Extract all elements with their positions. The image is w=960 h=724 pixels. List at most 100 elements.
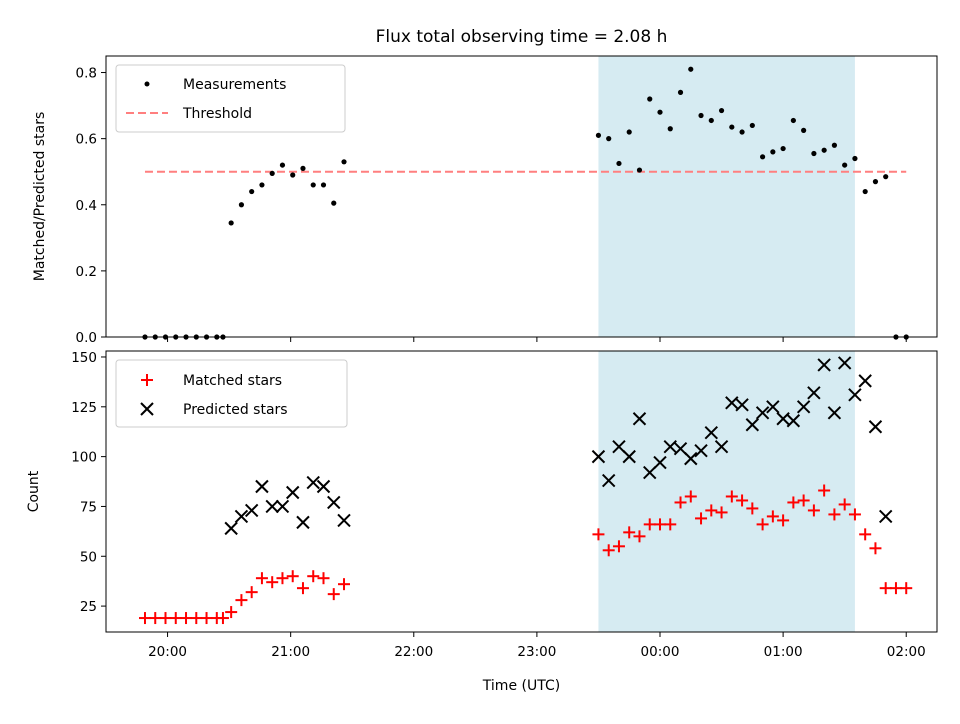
- measurement-point: [872, 179, 879, 185]
- matched-star-marker: [317, 572, 330, 585]
- measurement-point: [811, 150, 817, 157]
- top-ytick-label: 0.4: [76, 198, 97, 214]
- measurement-point: [657, 109, 663, 115]
- predicted-star-marker: [632, 412, 647, 426]
- matched-star-marker: [838, 498, 851, 511]
- matched-star-marker: [266, 576, 279, 589]
- predicted-star-marker: [786, 414, 801, 428]
- measurement-point: [739, 129, 745, 135]
- measurement-point: [320, 182, 327, 188]
- predicted-star-marker: [837, 356, 852, 370]
- measurement-point: [770, 149, 776, 155]
- bottom-y-ticks: 25 50 75 100 125 150: [71, 350, 106, 615]
- measurement-point: [616, 160, 622, 167]
- predicted-star-marker: [612, 439, 626, 454]
- legend-predicted-marker: [140, 402, 154, 416]
- matched-star-marker: [138, 612, 151, 625]
- matched-star-marker: [327, 588, 340, 601]
- predicted-star-marker: [327, 495, 341, 510]
- matched-star-marker: [736, 494, 749, 507]
- matched-star-marker: [879, 582, 892, 595]
- matched-star-marker: [705, 504, 718, 517]
- top-y-ticks: 0.0 0.2 0.4 0.6 0.8: [76, 66, 106, 346]
- matched-star-marker: [859, 528, 872, 541]
- matched-star-marker: [190, 612, 203, 625]
- matched-star-marker: [623, 526, 636, 539]
- bottom-xtick-label: 21:00: [271, 644, 310, 660]
- measurement-point: [259, 182, 265, 188]
- measurement-point: [300, 165, 306, 171]
- matched-star-marker: [756, 518, 769, 531]
- matched-star-marker: [684, 490, 697, 503]
- measurement-point: [238, 202, 245, 208]
- matched-star-marker: [255, 572, 268, 585]
- matched-star-marker: [592, 528, 605, 541]
- matched-star-marker: [715, 506, 728, 519]
- matched-star-marker: [777, 514, 790, 527]
- predicted-stars-points: [224, 356, 893, 536]
- matched-star-marker: [643, 518, 656, 531]
- matched-star-marker: [307, 570, 320, 583]
- predicted-star-marker: [337, 513, 351, 528]
- predicted-star-marker: [745, 418, 760, 432]
- measurement-point: [636, 167, 643, 173]
- top-panel: 0.0 0.2 0.4 0.6 0.8 Flux total observing tim…: [32, 27, 938, 346]
- bottom-xtick-label: 00:00: [641, 644, 680, 660]
- matched-star-marker: [869, 542, 882, 555]
- matched-stars-points: [138, 484, 913, 625]
- predicted-star-marker: [673, 441, 688, 456]
- matched-star-marker: [848, 508, 861, 521]
- predicted-star-marker: [858, 374, 872, 388]
- matched-star-marker: [664, 518, 677, 531]
- bottom-ytick-label: 25: [80, 599, 97, 615]
- measurement-point: [249, 188, 255, 195]
- matched-star-marker: [900, 582, 913, 595]
- measurement-point: [688, 66, 694, 72]
- predicted-star-marker: [296, 515, 310, 530]
- top-ytick-label: 0.2: [76, 264, 97, 280]
- predicted-star-marker: [714, 439, 729, 454]
- predicted-star-marker: [316, 479, 331, 494]
- legend-threshold-label: Threshold: [182, 106, 252, 122]
- measurement-point: [606, 136, 612, 142]
- top-legend-box: [115, 64, 346, 133]
- bottom-shaded-span: [598, 351, 855, 632]
- predicted-star-marker: [622, 449, 636, 464]
- predicted-star-marker: [684, 451, 698, 466]
- top-title: Flux total observing time = 2.08 h: [376, 27, 668, 47]
- bottom-xtick-label: 01:00: [764, 644, 803, 660]
- measurement-point: [729, 124, 735, 130]
- predicted-star-marker: [591, 449, 606, 464]
- bottom-xtick-label: 23:00: [517, 644, 556, 660]
- measurement-point: [341, 159, 347, 165]
- bottom-axes-frame: [105, 350, 938, 633]
- measurement-point: [667, 126, 673, 132]
- bottom-ytick-label: 150: [71, 350, 97, 366]
- matched-star-marker: [225, 606, 238, 619]
- bottom-ytick-label: 50: [80, 549, 97, 565]
- matched-star-marker: [674, 496, 687, 509]
- legend-matched-marker: [141, 374, 153, 386]
- bottom-ytick-label: 75: [80, 499, 97, 515]
- matched-star-marker: [338, 578, 351, 591]
- legend-measurements-marker: [144, 81, 150, 87]
- matched-star-marker: [633, 530, 646, 543]
- top-y-axis-label: Matched/Predicted stars: [32, 112, 48, 282]
- predicted-star-marker: [265, 499, 279, 514]
- top-axes-frame: [105, 55, 938, 338]
- matched-star-marker: [654, 518, 666, 531]
- bottom-xtick-label: 20:00: [148, 644, 187, 660]
- bottom-xtick-label: 22:00: [394, 644, 433, 660]
- measurement-point: [269, 170, 275, 176]
- top-x-ticks: [167, 337, 907, 342]
- matched-star-marker: [276, 572, 289, 585]
- top-legend: Measurements Threshold: [115, 64, 346, 133]
- legend-measurements-label: Measurements: [183, 77, 286, 93]
- measurement-point: [647, 96, 653, 102]
- top-ytick-label: 0.6: [76, 132, 97, 148]
- predicted-star-marker: [663, 439, 677, 454]
- measurement-point: [290, 172, 296, 178]
- matched-star-marker: [725, 490, 738, 503]
- bottom-ytick-label: 125: [71, 400, 97, 416]
- measurement-point: [626, 129, 632, 135]
